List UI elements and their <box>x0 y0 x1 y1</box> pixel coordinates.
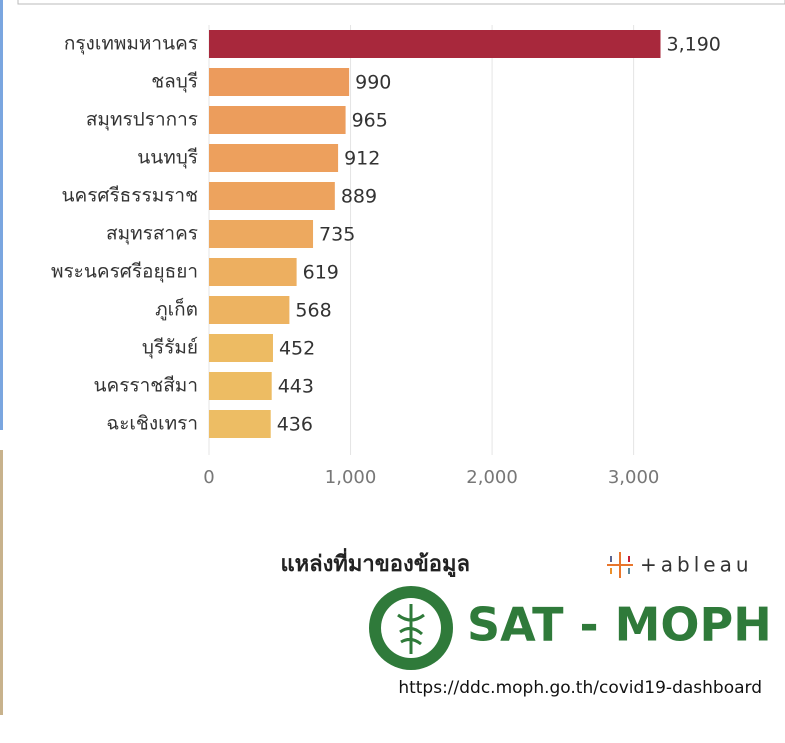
category-label: นครศรีธรรมราช <box>62 185 199 207</box>
value-label: 912 <box>344 148 380 170</box>
category-label: นครราชสีมา <box>94 375 198 397</box>
value-label: 568 <box>295 300 331 322</box>
value-label: 990 <box>355 72 391 94</box>
category-label: ฉะเชิงเทรา <box>106 413 198 435</box>
category-label: ภูเก็ต <box>155 297 198 321</box>
bar <box>209 410 271 438</box>
plot: 0 1,000 2,000 3,000 กรุงเทพมหานคร 3,190 ชลบุรี… <box>51 25 721 488</box>
bar <box>209 144 339 172</box>
tableau-icon <box>607 552 633 578</box>
category-label: บุรีรัมย์ <box>142 337 198 360</box>
bar <box>209 334 273 362</box>
bar <box>209 296 290 324</box>
value-label: 619 <box>303 262 339 284</box>
category-label: กรุงเทพมหานคร <box>64 33 198 56</box>
source-url: https://ddc.moph.go.th/covid19-dashboard <box>398 678 762 698</box>
value-label: 443 <box>278 376 314 398</box>
bar <box>209 258 297 286</box>
top-frame <box>17 0 785 5</box>
x-tick-label: 0 <box>203 467 214 488</box>
value-label: 889 <box>341 186 377 208</box>
value-label: 965 <box>352 110 388 132</box>
category-label: สมุทรปราการ <box>86 109 198 132</box>
x-tick-label: 3,000 <box>608 467 660 488</box>
value-label: 452 <box>279 338 315 360</box>
category-label: นนทบุรี <box>137 147 198 170</box>
value-label: 3,190 <box>667 34 721 56</box>
x-tick-label: 1,000 <box>325 467 377 488</box>
org-name: SAT - MOPH <box>467 598 772 652</box>
value-label: 436 <box>277 414 313 436</box>
category-label: พระนครศรีอยุธยา <box>51 261 198 284</box>
category-label: ชลบุรี <box>151 71 198 94</box>
x-tick-label: 2,000 <box>466 467 518 488</box>
bar <box>209 68 350 96</box>
moph-emblem <box>369 586 453 670</box>
value-label: 735 <box>319 224 355 246</box>
category-label: สมุทรสาคร <box>106 223 198 246</box>
bar <box>209 182 335 210</box>
bar <box>209 220 314 248</box>
bar <box>209 106 346 134</box>
bar <box>209 30 661 58</box>
source-label: แหล่งที่มาของข้อมูล <box>281 547 471 578</box>
tableau-logo: +ableau <box>640 553 753 577</box>
bar <box>209 372 272 400</box>
